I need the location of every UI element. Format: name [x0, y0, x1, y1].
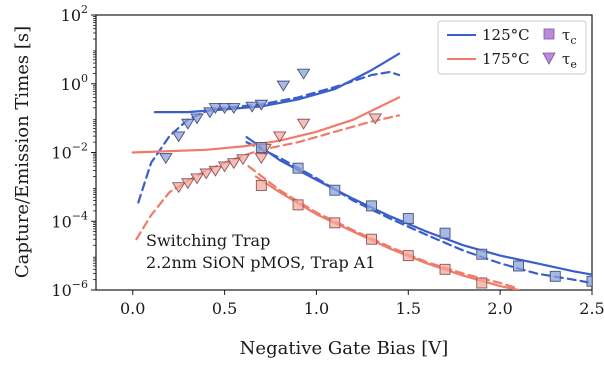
marker-capture-125c — [586, 275, 592, 287]
marker-emission-125c — [181, 118, 195, 130]
marker-emission-125c — [254, 99, 269, 111]
marker-emission-125c — [190, 113, 204, 125]
marker-emission-125c — [245, 101, 259, 113]
series-175c-solid-capture — [254, 175, 520, 290]
y-tick-label: 10−2 — [51, 141, 88, 163]
marker-emission-175c — [171, 182, 186, 194]
annotation-line-2: 2.2nm SiON pMOS, Trap A1 — [146, 253, 376, 272]
marker-capture-125c — [329, 184, 341, 196]
marker-emission-175c — [217, 161, 232, 173]
marker-capture-125c — [476, 248, 488, 260]
legend: 125°C 175°C τc τe — [437, 20, 587, 75]
axes-layer: 0.0 0.5 1.0 1.5 2.0 2.5 10−6 10−4 10−2 100 102 — [51, 3, 604, 318]
marker-emission-175c — [190, 173, 204, 185]
curves-layer — [131, 52, 592, 290]
marker-emission-125c — [203, 107, 217, 119]
legend-label-175: 175°C — [482, 50, 530, 68]
marker-emission-175c — [254, 153, 269, 165]
x-tick-label: 0.5 — [212, 299, 237, 318]
legend-tau-e-base: τ — [562, 50, 570, 68]
x-tick-label: 1.5 — [396, 299, 421, 318]
marker-capture-175c — [329, 217, 341, 229]
y-tick-label: 10−6 — [51, 278, 88, 300]
legend-triangle-marker — [542, 52, 556, 65]
marker-emission-175c — [208, 165, 223, 177]
legend-square-marker — [543, 28, 555, 40]
annotation-line-1: Switching Trap — [146, 231, 270, 250]
marker-emission-125c — [217, 103, 232, 115]
marker-capture-125c — [439, 227, 451, 239]
markers-layer — [158, 68, 592, 289]
legend-label-tau-e: τe — [562, 50, 577, 71]
x-tick-label: 2.5 — [579, 299, 604, 318]
series-125c-dashed-emission — [137, 70, 401, 204]
marker-capture-175c — [476, 277, 488, 289]
series-125c-dashed-capture — [245, 141, 592, 285]
marker-capture-125c — [255, 142, 267, 153]
x-tick-label: 2.0 — [487, 299, 512, 318]
y-tick-label: 100 — [61, 72, 88, 94]
marker-emission-175c — [236, 154, 250, 166]
legend-tau-e-sub: e — [570, 58, 577, 71]
marker-capture-125c — [513, 260, 524, 272]
marker-capture-175c — [439, 263, 451, 275]
series-175c-dashed-capture — [247, 165, 520, 290]
marker-capture-125c — [366, 200, 378, 212]
marker-emission-125c — [171, 131, 186, 143]
y-axis-label: Capture/Emission Times [s] — [12, 26, 33, 278]
x-tick-label: 0.0 — [120, 299, 145, 318]
marker-capture-125c — [292, 162, 304, 174]
marker-emission-175c — [368, 113, 383, 125]
series-125c-solid-capture — [245, 136, 592, 276]
marker-emission-175c — [226, 158, 241, 170]
marker-capture-175c — [292, 199, 304, 211]
marker-emission-125c — [276, 80, 291, 92]
marker-emission-125c — [296, 68, 311, 80]
marker-capture-125c — [549, 270, 561, 282]
marker-capture-125c — [402, 213, 414, 224]
marker-emission-125c — [208, 103, 223, 115]
marker-emission-125c — [226, 103, 241, 115]
marker-capture-175c — [402, 250, 414, 262]
marker-capture-175c — [255, 180, 267, 191]
y-tick-label: 10−4 — [51, 209, 88, 231]
legend-tau-c-sub: c — [570, 34, 576, 47]
series-125c-solid-emission — [153, 52, 401, 114]
marker-emission-175c — [199, 168, 214, 180]
x-tick-label: 1.0 — [304, 299, 329, 318]
y-tick-label: 102 — [61, 3, 88, 25]
marker-capture-175c — [366, 233, 378, 245]
marker-emission-175c — [181, 178, 195, 190]
legend-label-tau-c: τc — [562, 26, 576, 47]
legend-tau-c-base: τ — [562, 26, 570, 44]
marker-emission-175c — [296, 118, 311, 130]
marker-emission-125c — [158, 153, 173, 165]
legend-label-125: 125°C — [482, 26, 530, 44]
marker-emission-175c — [272, 131, 287, 143]
x-axis-label: Negative Gate Bias [V] — [240, 338, 449, 359]
